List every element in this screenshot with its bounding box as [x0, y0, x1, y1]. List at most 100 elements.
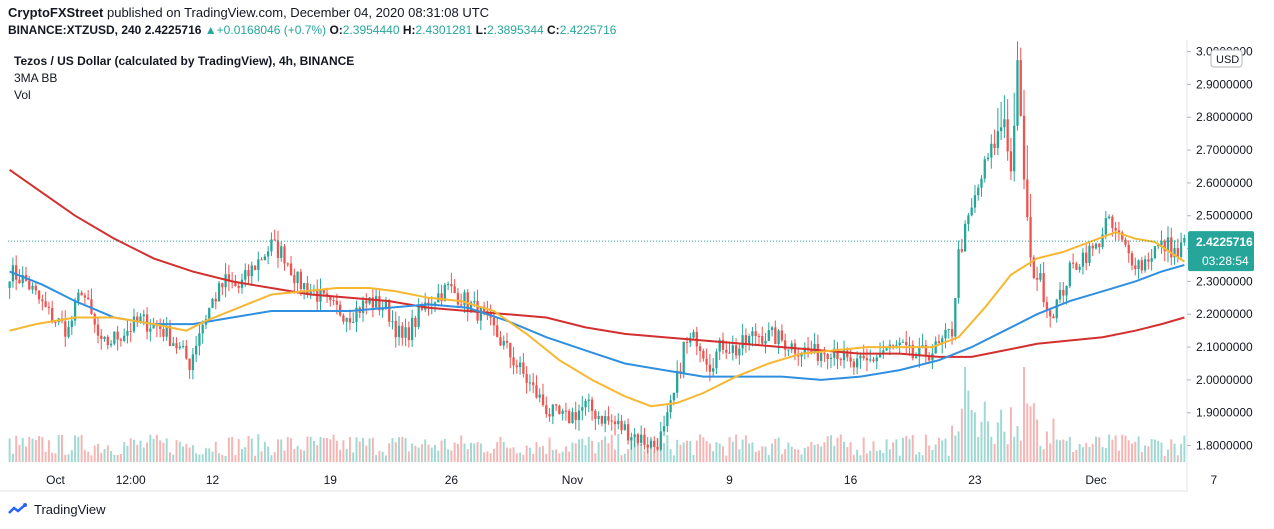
volume-bar	[568, 451, 571, 462]
candle-body	[950, 329, 954, 337]
candle	[227, 264, 231, 292]
volume-bar	[450, 450, 453, 462]
volume-bar	[339, 449, 342, 462]
volume-bar	[901, 437, 904, 462]
volume-bar	[139, 440, 142, 462]
candle	[885, 347, 888, 351]
volume-bar	[352, 452, 355, 462]
volume-bar	[404, 438, 407, 462]
candle	[960, 238, 963, 253]
candle-body	[397, 325, 401, 338]
volume-bar	[244, 447, 247, 462]
volume-bar	[303, 450, 306, 462]
candle	[352, 312, 355, 324]
up-arrow-icon: ▲	[204, 23, 217, 37]
candle	[1121, 230, 1124, 243]
candle	[754, 323, 757, 347]
candle	[1143, 255, 1147, 273]
volume-bar	[260, 451, 263, 462]
candle	[748, 333, 751, 351]
time-tick-label: Oct	[46, 473, 65, 487]
volume-bar	[342, 440, 345, 462]
candle-body	[1117, 230, 1121, 233]
volume-bar	[1170, 439, 1173, 462]
candle-body	[381, 308, 384, 311]
candle-body	[744, 335, 748, 344]
candle	[329, 295, 332, 307]
candle	[453, 278, 456, 294]
volume-bar	[934, 444, 937, 462]
candle	[231, 271, 234, 289]
candle-body	[309, 291, 312, 295]
candle	[597, 411, 600, 425]
candle-body	[535, 385, 538, 398]
volume-bar	[833, 445, 836, 462]
volume-bar	[18, 444, 21, 462]
candle	[293, 268, 296, 294]
volume-bar	[1000, 409, 1003, 462]
candle	[234, 274, 237, 287]
volume-bar	[843, 441, 846, 462]
candle	[424, 292, 427, 313]
candle-body	[820, 353, 823, 361]
candle-body	[123, 335, 126, 341]
volume-bar	[1183, 435, 1186, 462]
candle-body	[947, 329, 950, 331]
candle-body	[640, 434, 643, 443]
candle	[172, 336, 175, 347]
volume-bar	[227, 437, 230, 462]
volume-bar	[191, 445, 194, 462]
volume-bar	[911, 435, 914, 462]
candle	[787, 349, 790, 356]
volume-bar	[679, 444, 682, 462]
legend-volume[interactable]: Vol	[14, 88, 31, 102]
candle	[1029, 193, 1032, 267]
candle-body	[734, 345, 738, 356]
legend-indicator[interactable]: 3MA BB	[14, 71, 58, 85]
volume-bar	[430, 447, 433, 462]
author-name[interactable]: CryptoFXStreet	[8, 5, 104, 20]
candle	[977, 184, 980, 201]
volume-bar	[443, 439, 446, 462]
volume-bar	[918, 452, 921, 462]
volume-bar	[659, 440, 662, 462]
volume-bar	[1144, 445, 1147, 462]
volume-bar	[1104, 448, 1107, 462]
candle-body	[1055, 299, 1058, 319]
candle-body	[1009, 151, 1013, 172]
candle-body	[283, 246, 286, 264]
volume-bar	[286, 437, 289, 462]
volume-bar	[1108, 434, 1111, 462]
candle	[538, 388, 541, 403]
candle	[286, 262, 289, 267]
candle-body	[682, 341, 685, 373]
volume-bar	[689, 441, 692, 462]
candle	[1075, 261, 1078, 271]
volume-bar	[113, 454, 116, 462]
candle-body	[329, 296, 332, 301]
candle	[600, 415, 604, 427]
volume-bar	[1075, 449, 1078, 462]
candle-body	[957, 249, 960, 299]
candle-body	[764, 340, 767, 344]
candle-body	[882, 350, 885, 354]
candle	[963, 220, 967, 252]
volume-bar	[620, 455, 623, 462]
candle-body	[571, 412, 574, 424]
candle	[1003, 95, 1006, 139]
volume-bar	[944, 438, 947, 462]
volume-bar	[928, 445, 931, 462]
candle-body	[361, 300, 365, 313]
volume-bar	[636, 440, 639, 462]
candle	[656, 438, 659, 451]
candle	[541, 383, 545, 407]
candle-body	[597, 415, 600, 419]
candle	[829, 353, 833, 369]
candle-body	[944, 329, 947, 339]
volume-bar	[1072, 452, 1075, 462]
volume-bar	[332, 434, 335, 462]
volume-bar	[1091, 443, 1094, 462]
candle	[123, 328, 126, 343]
tradingview-logo[interactable]: TradingView	[8, 502, 106, 517]
